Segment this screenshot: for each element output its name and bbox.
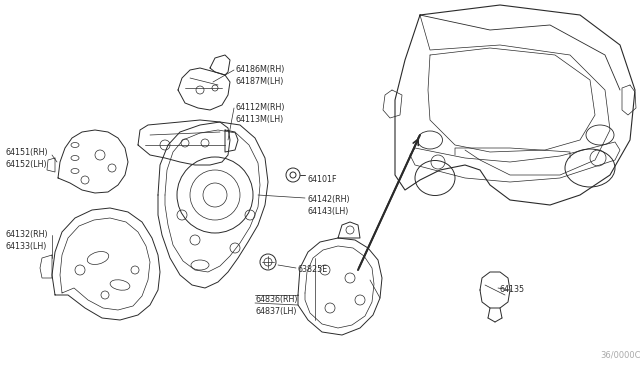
Text: 64132(RH)
64133(LH): 64132(RH) 64133(LH) (5, 230, 47, 251)
Text: 36/0000C: 36/0000C (600, 350, 640, 359)
Text: 64186M(RH)
64187M(LH): 64186M(RH) 64187M(LH) (236, 65, 285, 86)
Text: 64151(RH)
64152(LH): 64151(RH) 64152(LH) (5, 148, 47, 169)
Text: 64142(RH)
64143(LH): 64142(RH) 64143(LH) (307, 195, 349, 216)
Text: 63825E: 63825E (298, 265, 328, 274)
Text: 64112M(RH)
64113M(LH): 64112M(RH) 64113M(LH) (236, 103, 285, 124)
Text: 64101F: 64101F (307, 175, 337, 184)
Text: 64135: 64135 (500, 285, 525, 294)
Text: 64836(RH)
64837(LH): 64836(RH) 64837(LH) (255, 295, 298, 316)
